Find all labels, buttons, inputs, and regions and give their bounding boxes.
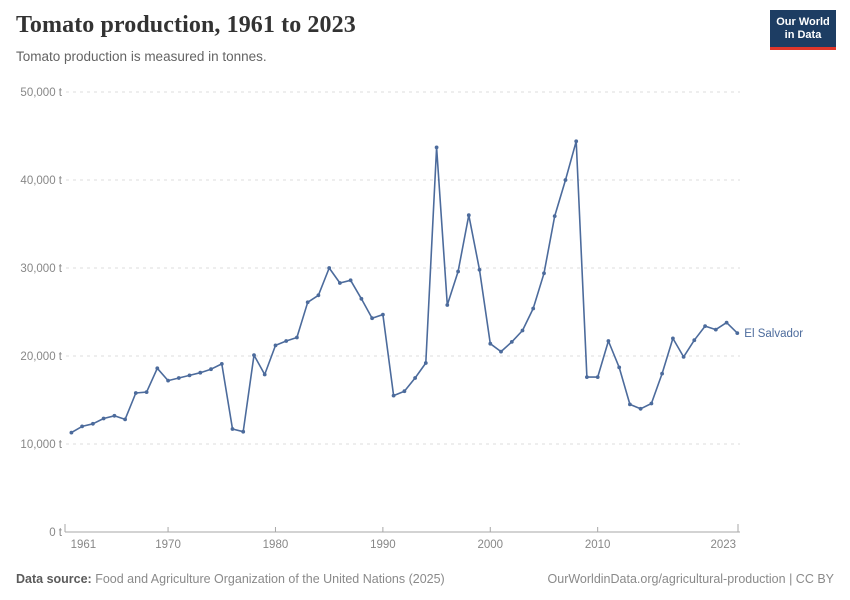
data-point[interactable]: [198, 370, 203, 375]
data-point[interactable]: [144, 390, 149, 394]
data-point[interactable]: [423, 361, 428, 365]
data-point[interactable]: [338, 281, 342, 285]
data-point[interactable]: [445, 303, 450, 307]
x-tick-label: 1970: [155, 539, 181, 551]
data-point[interactable]: [101, 416, 106, 421]
data-point[interactable]: [359, 296, 364, 301]
x-tick-label: 1980: [263, 539, 289, 551]
data-point[interactable]: [595, 375, 600, 379]
data-point[interactable]: [552, 214, 557, 219]
series-line[interactable]: [70, 140, 739, 434]
owid-logo: Our World in Data: [770, 10, 836, 50]
data-point[interactable]: [219, 362, 224, 366]
data-point[interactable]: [91, 421, 95, 426]
chart-subtitle: Tomato production is measured in tonnes.: [16, 49, 267, 64]
y-tick-label: 30,000 t: [20, 263, 62, 275]
data-point[interactable]: [155, 366, 160, 371]
data-point[interactable]: [520, 328, 525, 333]
data-point[interactable]: [305, 300, 310, 305]
data-point[interactable]: [692, 338, 697, 343]
data-point[interactable]: [713, 327, 718, 332]
data-source-text: Food and Agriculture Organization of the…: [91, 572, 445, 586]
data-point[interactable]: [563, 178, 568, 182]
y-tick-label: 10,000 t: [20, 439, 62, 451]
data-point[interactable]: [370, 316, 374, 321]
data-point[interactable]: [735, 331, 740, 335]
data-point[interactable]: [327, 266, 332, 270]
data-point[interactable]: [112, 413, 117, 418]
data-point[interactable]: [488, 341, 493, 346]
x-tick-label: 1961: [71, 539, 97, 551]
y-tick-label: 0 t: [49, 527, 63, 539]
data-point[interactable]: [273, 343, 278, 348]
data-point[interactable]: [176, 376, 181, 380]
data-point[interactable]: [391, 393, 396, 398]
data-point[interactable]: [295, 335, 299, 340]
license-label: | CC BY: [785, 572, 834, 586]
page-title: Tomato production, 1961 to 2023: [16, 12, 356, 38]
y-tick-label: 40,000 t: [20, 175, 62, 187]
data-point[interactable]: [133, 391, 138, 395]
data-point[interactable]: [574, 139, 579, 144]
data-point[interactable]: [209, 367, 213, 372]
data-point[interactable]: [542, 271, 546, 276]
data-point[interactable]: [80, 424, 84, 429]
data-point[interactable]: [466, 213, 471, 218]
x-tick-label: 1990: [370, 539, 396, 551]
data-point[interactable]: [230, 427, 235, 431]
data-point[interactable]: [681, 355, 686, 359]
data-point[interactable]: [628, 402, 632, 407]
x-tick-label: 2010: [585, 539, 611, 551]
data-point[interactable]: [638, 406, 643, 411]
data-point[interactable]: [413, 376, 417, 380]
data-point[interactable]: [617, 365, 622, 370]
footer-credits: OurWorldinData.org/agricultural-producti…: [548, 572, 834, 586]
owid-link[interactable]: OurWorldinData.org/agricultural-producti…: [547, 572, 786, 586]
data-point[interactable]: [456, 269, 460, 274]
data-point[interactable]: [499, 349, 503, 354]
data-point[interactable]: [241, 429, 246, 434]
data-point[interactable]: [434, 145, 439, 150]
data-point[interactable]: [262, 372, 267, 377]
data-point[interactable]: [316, 293, 321, 298]
owid-logo-line1: Our World: [776, 15, 830, 28]
data-source-label: Data source:: [16, 572, 92, 586]
data-point[interactable]: [477, 267, 482, 272]
data-point[interactable]: [252, 353, 256, 357]
data-point[interactable]: [348, 278, 353, 283]
chart-footer: Data source: Food and Agriculture Organi…: [0, 558, 850, 600]
data-point[interactable]: [187, 373, 192, 378]
data-point[interactable]: [660, 371, 664, 376]
data-point[interactable]: [585, 375, 589, 379]
data-point[interactable]: [402, 389, 407, 394]
data-point[interactable]: [166, 378, 171, 383]
x-tick-label: 2000: [477, 539, 503, 551]
data-point[interactable]: [724, 320, 729, 325]
data-point[interactable]: [284, 339, 289, 343]
data-point[interactable]: [509, 340, 514, 344]
data-point[interactable]: [671, 336, 675, 341]
owid-logo-line2: in Data: [784, 28, 822, 41]
data-point[interactable]: [606, 339, 611, 343]
data-point[interactable]: [649, 401, 654, 406]
y-tick-label: 50,000 t: [20, 87, 62, 99]
data-point[interactable]: [69, 430, 74, 435]
data-source: Data source: Food and Agriculture Organi…: [16, 572, 445, 586]
data-point[interactable]: [123, 417, 127, 422]
y-tick-label: 20,000 t: [20, 351, 62, 363]
entity-label[interactable]: El Salvador: [744, 328, 803, 340]
data-point[interactable]: [703, 324, 707, 328]
data-point[interactable]: [381, 312, 385, 317]
x-tick-label: 2023: [711, 539, 737, 551]
data-point[interactable]: [531, 306, 536, 311]
